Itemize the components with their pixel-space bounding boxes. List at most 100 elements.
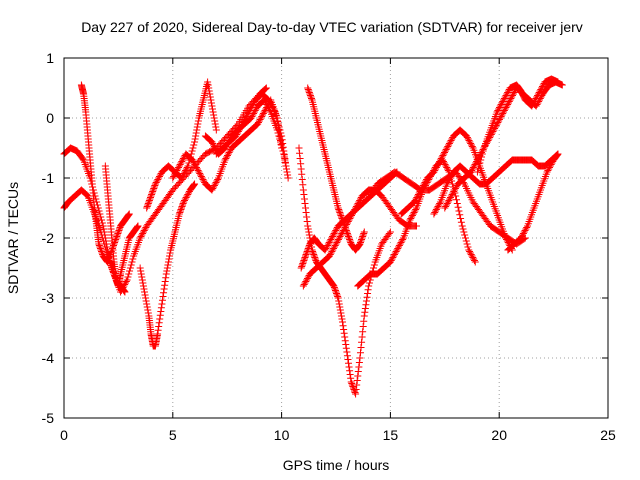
data-point xyxy=(141,288,149,296)
data-point xyxy=(133,223,141,231)
data-point xyxy=(144,200,152,207)
x-tick-label: 20 xyxy=(491,427,507,443)
data-point xyxy=(232,132,240,140)
data-point xyxy=(496,114,504,122)
data-point xyxy=(334,236,342,243)
data-point xyxy=(278,136,286,144)
data-point xyxy=(159,293,167,300)
data-point xyxy=(544,167,552,174)
data-point xyxy=(496,102,504,110)
data-point xyxy=(259,110,267,117)
data-point xyxy=(190,181,198,189)
data-point xyxy=(442,203,450,210)
data-point xyxy=(477,156,485,164)
data-point xyxy=(473,158,481,165)
data-point xyxy=(415,189,423,197)
data-point xyxy=(125,270,133,278)
data-point xyxy=(139,279,147,287)
data-point xyxy=(205,87,213,95)
data-point xyxy=(332,227,340,234)
data-point xyxy=(142,294,150,302)
data-point xyxy=(124,273,132,281)
data-point xyxy=(302,209,310,216)
data-point xyxy=(501,105,509,113)
x-tick-label: 10 xyxy=(274,427,290,443)
data-point xyxy=(365,279,373,287)
data-point xyxy=(154,176,162,183)
data-point xyxy=(156,315,164,323)
series-20 xyxy=(504,150,562,254)
data-point xyxy=(141,225,149,233)
data-point xyxy=(340,221,348,228)
data-point xyxy=(344,356,352,363)
data-point xyxy=(396,240,404,248)
y-axis-label: SDTVAR / TECUs xyxy=(5,182,21,294)
data-point xyxy=(161,278,169,285)
data-point xyxy=(335,206,343,213)
data-point xyxy=(323,243,331,251)
data-point xyxy=(341,222,349,230)
data-point xyxy=(170,171,178,179)
data-point xyxy=(148,191,156,198)
data-point xyxy=(493,108,501,116)
data-point xyxy=(418,183,426,191)
data-point xyxy=(435,159,443,167)
data-point xyxy=(267,101,275,108)
data-point xyxy=(300,255,308,263)
data-point xyxy=(114,228,122,236)
data-point xyxy=(156,311,164,319)
data-point xyxy=(327,249,335,257)
data-point xyxy=(453,200,461,207)
data-point xyxy=(184,162,192,170)
data-point xyxy=(97,246,105,254)
data-point xyxy=(432,164,440,171)
data-point xyxy=(452,196,460,204)
data-point xyxy=(177,159,185,167)
data-point xyxy=(154,326,162,334)
data-point xyxy=(305,87,313,95)
data-point xyxy=(297,264,305,272)
data-point xyxy=(189,158,197,165)
data-point xyxy=(138,273,146,281)
data-point xyxy=(495,105,503,113)
data-point xyxy=(212,126,220,134)
data-point xyxy=(128,258,136,266)
data-point xyxy=(214,176,222,183)
data-point xyxy=(136,234,144,242)
data-point xyxy=(498,99,506,107)
data-point xyxy=(311,254,319,261)
data-point xyxy=(278,144,286,152)
data-point xyxy=(114,230,122,237)
data-point xyxy=(304,246,312,254)
data-point xyxy=(343,228,351,236)
data-point xyxy=(295,144,303,152)
data-point xyxy=(146,195,154,203)
data-point xyxy=(347,213,355,221)
data-point xyxy=(207,96,215,104)
data-point xyxy=(466,248,474,255)
data-point xyxy=(331,228,339,236)
data-point xyxy=(450,188,458,195)
x-tick-label: 0 xyxy=(60,427,68,443)
data-point xyxy=(301,254,309,261)
data-point xyxy=(360,228,368,236)
data-point xyxy=(332,288,340,296)
data-point xyxy=(341,224,349,231)
data-point xyxy=(530,98,538,105)
data-point xyxy=(209,105,217,113)
data-point xyxy=(543,168,551,176)
data-point xyxy=(328,234,336,242)
data-point xyxy=(434,203,442,210)
data-point xyxy=(101,231,109,239)
data-point xyxy=(442,146,450,153)
data-point xyxy=(225,149,233,156)
data-point xyxy=(431,209,439,216)
data-point xyxy=(238,122,246,129)
series-6 xyxy=(143,78,220,212)
data-point xyxy=(164,258,172,266)
data-point xyxy=(330,284,338,291)
data-point xyxy=(153,177,161,185)
data-point xyxy=(298,263,306,270)
data-point xyxy=(213,177,221,185)
data-point xyxy=(501,93,509,101)
